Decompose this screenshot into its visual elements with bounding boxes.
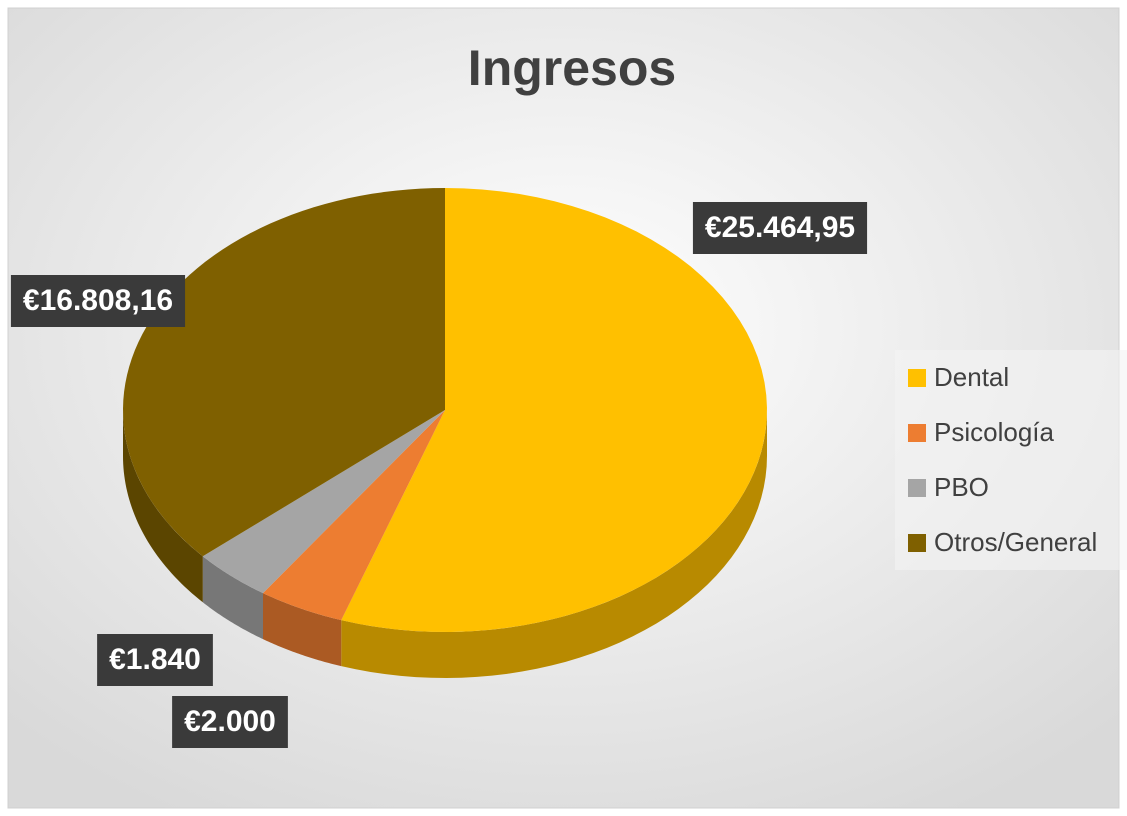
slice bbox=[123, 188, 446, 557]
data-label-box bbox=[97, 634, 213, 686]
legend-swatch bbox=[908, 424, 926, 442]
legend-label: Dental bbox=[934, 362, 1009, 392]
data-label-box bbox=[692, 202, 868, 254]
slice-side bbox=[263, 593, 342, 667]
slice-side bbox=[123, 410, 203, 603]
data-label: €16.808,16 bbox=[23, 284, 173, 317]
legend-label: Psicología bbox=[934, 417, 1054, 447]
legend-swatch bbox=[908, 534, 926, 552]
data-label-box bbox=[10, 275, 186, 327]
legend-background bbox=[895, 350, 1127, 570]
slice bbox=[263, 410, 445, 621]
data-label: €2.000 bbox=[184, 705, 276, 738]
data-label-box bbox=[172, 696, 288, 748]
legend-label: Otros/General bbox=[934, 527, 1097, 557]
legend-swatch bbox=[908, 369, 926, 387]
chart-title: Ingresos bbox=[468, 40, 676, 96]
legend-label: PBO bbox=[934, 472, 989, 502]
data-labels: €25.464,95 €2.000 €1.840 €16.808,16 bbox=[10, 202, 868, 748]
data-label: €1.840 bbox=[109, 643, 201, 676]
data-label: €25.464,95 bbox=[705, 211, 855, 244]
legend: Dental Psicología PBO Otros/General bbox=[908, 362, 1097, 557]
slice bbox=[341, 188, 767, 632]
pie bbox=[123, 188, 767, 678]
slice-side bbox=[202, 556, 264, 640]
slice-side bbox=[341, 410, 767, 678]
legend-swatch bbox=[908, 479, 926, 497]
slice bbox=[202, 410, 445, 594]
